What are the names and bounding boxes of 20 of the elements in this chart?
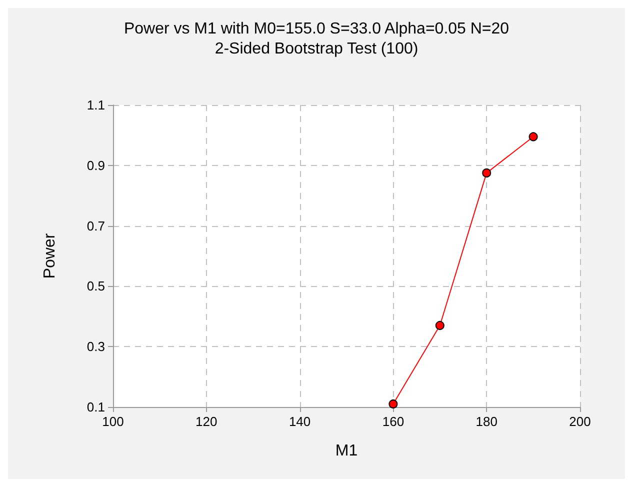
y-tick-label: 0.3 — [86, 339, 105, 354]
point — [435, 320, 444, 330]
y-tick-label: 1.1 — [86, 98, 105, 112]
point — [388, 399, 398, 408]
x-tick-label: 200 — [569, 414, 591, 429]
y-tick-label: 0.9 — [86, 158, 105, 173]
point — [528, 132, 538, 142]
x-tick-label: 180 — [476, 414, 498, 429]
x-tick-label: 120 — [196, 414, 218, 429]
y-tick-label: 0.5 — [86, 278, 105, 294]
y-tick-label: 0.1 — [86, 400, 105, 414]
x-tick-label: 160 — [382, 414, 404, 429]
x-tick-label: 140 — [288, 414, 311, 429]
chart-title: Power vs M1 with M0=155.0 S=33.0 Alpha=0.05 N=20 — [124, 20, 510, 38]
x-tick-label: 100 — [102, 414, 124, 429]
chart-subtitle: 2-Sided Bootstrap Test (100) — [214, 40, 418, 58]
point — [482, 168, 492, 178]
x-axis-title: M1 — [335, 442, 358, 460]
y-tick-label: 0.7 — [86, 218, 105, 234]
y-axis-title: Power — [42, 232, 58, 279]
